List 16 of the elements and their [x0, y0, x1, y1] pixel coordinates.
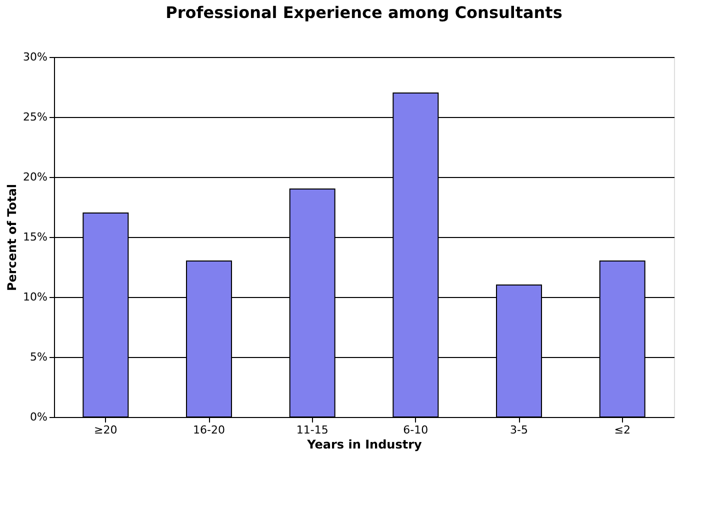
x-tick-label: ≥20 [94, 424, 118, 436]
y-tick-label: 0% [30, 410, 48, 424]
y-axis-title: Percent of Total [5, 184, 20, 291]
y-tick-label: 5% [30, 350, 48, 364]
chart-title: Professional Experience among Consultants [166, 3, 562, 22]
x-tick-label: 11-15 [296, 424, 328, 436]
x-tick-label: 16-20 [193, 424, 225, 436]
y-tick-label: 20% [23, 170, 48, 184]
x-axis-title: Years in Industry [306, 438, 422, 452]
x-tick-label: 3-5 [510, 424, 528, 436]
y-tick-label: 30% [23, 50, 48, 64]
y-tick-label: 15% [23, 230, 48, 244]
x-tick-label: ≤2 [614, 424, 630, 436]
y-tick-label: 25% [23, 110, 48, 124]
x-tick-label: 6-10 [403, 424, 428, 436]
y-tick-label: 10% [23, 290, 48, 304]
